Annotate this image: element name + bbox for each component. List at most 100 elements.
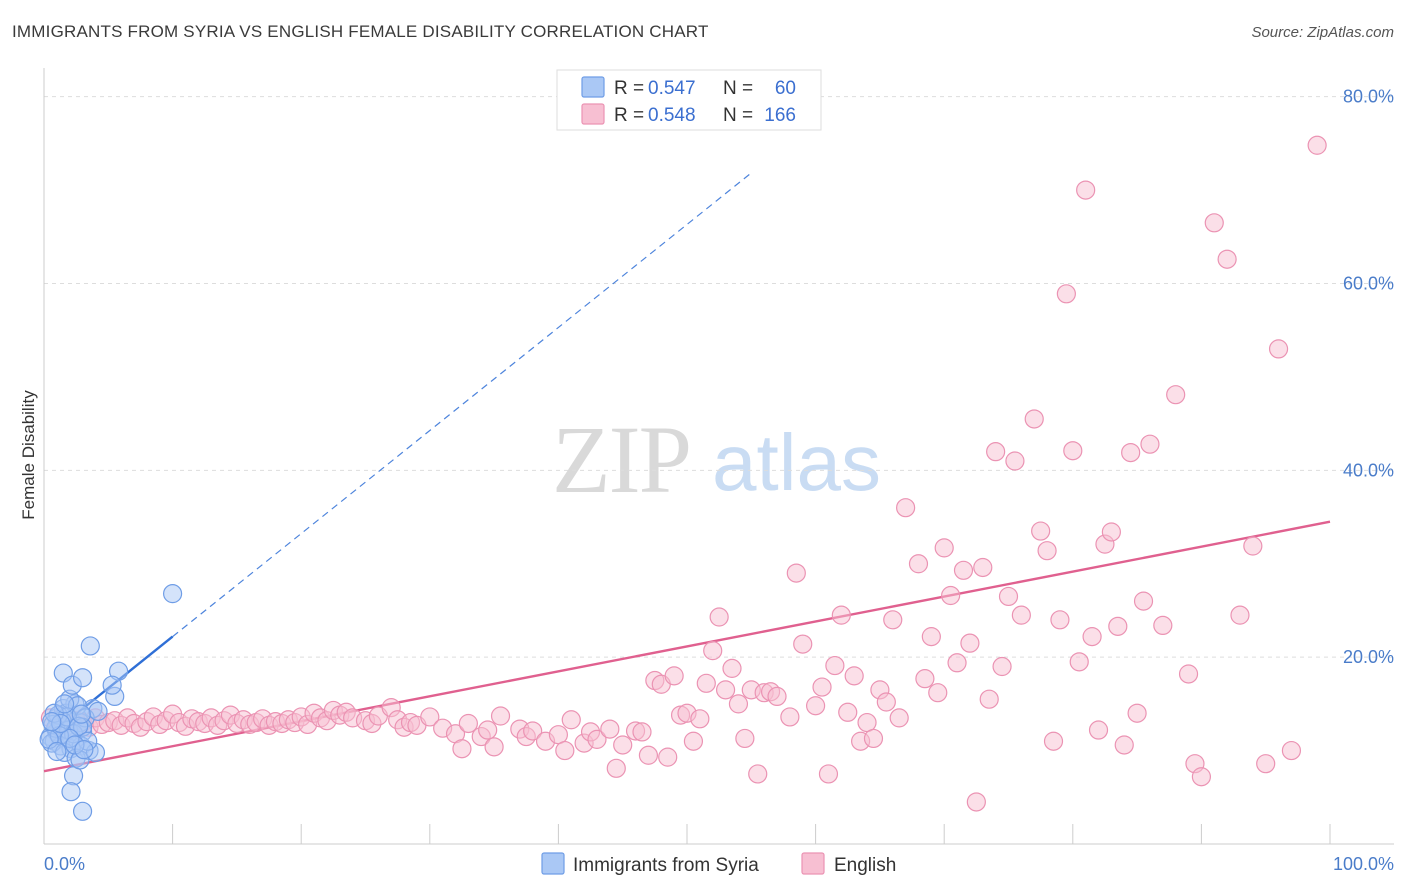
legend-n-label-syria: N = xyxy=(723,78,753,99)
english-point-121 xyxy=(921,627,941,647)
english-point-95 xyxy=(735,728,755,749)
english-point-90 xyxy=(703,641,723,661)
english-point-159 xyxy=(1191,767,1212,787)
english-point-108 xyxy=(831,605,851,625)
english-point-124 xyxy=(941,585,961,606)
english-point-161 xyxy=(1217,249,1237,269)
y-tick-label-80: 80.0% xyxy=(1343,87,1394,107)
english-point-92 xyxy=(715,680,736,700)
english-point-102 xyxy=(786,563,806,583)
english-point-113 xyxy=(863,728,884,749)
english-point-157 xyxy=(1178,664,1199,684)
english-point-110 xyxy=(844,666,864,686)
english-point-117 xyxy=(889,708,909,728)
english-point-60 xyxy=(458,713,478,734)
english-point-146 xyxy=(1088,720,1109,740)
bottom-legend-swatch-english xyxy=(801,852,825,875)
english-point-130 xyxy=(979,689,999,709)
syria-point-56 xyxy=(71,704,91,724)
english-point-76 xyxy=(606,758,626,778)
y-tick-labels: 20.0% 40.0% 60.0% 80.0% xyxy=(1343,87,1394,667)
english-point-59 xyxy=(452,739,472,759)
english-point-88 xyxy=(690,709,710,729)
english-point-67 xyxy=(523,721,543,741)
trend-line-syria-extension xyxy=(172,172,752,638)
english-point-64 xyxy=(490,706,511,726)
english-point-141 xyxy=(1056,284,1076,304)
english-point-133 xyxy=(998,586,1019,607)
english-point-162 xyxy=(1230,605,1250,625)
bottom-legend-swatch-syria xyxy=(541,852,565,875)
english-point-131 xyxy=(986,442,1006,462)
english-point-125 xyxy=(947,653,967,673)
english-point-138 xyxy=(1037,541,1057,561)
legend-swatch-english xyxy=(581,103,605,125)
syria-point-57 xyxy=(42,712,62,732)
y-tick-label-60: 60.0% xyxy=(1343,274,1394,294)
english-point-84 xyxy=(664,666,684,686)
english-point-120 xyxy=(915,669,935,689)
legend-r-label-syria: R = xyxy=(614,78,644,99)
y-tick-label-20: 20.0% xyxy=(1343,647,1394,667)
english-point-128 xyxy=(966,792,986,812)
bottom-legend: Immigrants from Syria English xyxy=(541,852,896,876)
watermark-zip: ZIP xyxy=(552,406,690,513)
chart-title: IMMIGRANTS FROM SYRIA VS ENGLISH FEMALE … xyxy=(12,22,709,41)
english-point-62 xyxy=(478,720,498,740)
english-point-127 xyxy=(960,633,980,653)
english-point-148 xyxy=(1101,522,1121,542)
english-point-137 xyxy=(1031,521,1051,541)
syria-point-50 xyxy=(88,701,108,721)
english-point-153 xyxy=(1133,591,1154,611)
english-point-103 xyxy=(793,634,813,654)
english-point-122 xyxy=(928,683,948,703)
english-point-107 xyxy=(825,655,845,676)
english-point-101 xyxy=(780,707,800,727)
english-point-109 xyxy=(838,702,858,722)
english-point-94 xyxy=(728,694,749,714)
legend-r-value-syria: 0.547 xyxy=(648,78,696,99)
english-point-129 xyxy=(973,557,993,578)
english-point-126 xyxy=(953,560,974,580)
english-point-150 xyxy=(1114,735,1134,755)
english-point-149 xyxy=(1108,616,1128,636)
syria-point-59 xyxy=(72,801,93,821)
english-point-116 xyxy=(883,610,903,630)
trend-line-english xyxy=(43,520,1331,773)
watermark-atlas: atlas xyxy=(712,418,881,507)
english-point-97 xyxy=(748,764,768,784)
legend-r-value-english: 0.548 xyxy=(648,105,696,126)
english-point-56 xyxy=(420,707,440,727)
english-point-151 xyxy=(1121,442,1141,463)
english-point-80 xyxy=(638,745,659,765)
y-axis-title: Female Disability xyxy=(19,390,38,520)
source-credit: Source: ZipAtlas.com xyxy=(1251,24,1394,41)
legend-n-value-syria: 60 xyxy=(775,78,796,99)
english-point-118 xyxy=(896,498,916,518)
syria-point-36 xyxy=(61,782,81,802)
english-point-163 xyxy=(1243,536,1263,556)
english-point-132 xyxy=(992,656,1012,677)
y-tick-label-40: 40.0% xyxy=(1343,460,1394,480)
english-point-140 xyxy=(1050,610,1070,630)
english-point-165 xyxy=(1268,339,1289,359)
english-point-166 xyxy=(1281,740,1302,761)
syria-point-52 xyxy=(54,694,75,714)
english-point-144 xyxy=(1076,180,1096,200)
english-point-134 xyxy=(1005,451,1025,471)
bottom-legend-label-syria: Immigrants from Syria xyxy=(573,855,759,876)
watermark: ZIP atlas xyxy=(552,406,881,513)
legend-r-label-english: R = xyxy=(614,105,644,126)
syria-point-34 xyxy=(72,668,93,688)
english-point-164 xyxy=(1256,754,1276,774)
english-point-156 xyxy=(1166,385,1186,405)
english-point-77 xyxy=(613,735,633,755)
english-point-89 xyxy=(696,673,716,693)
english-point-135 xyxy=(1011,605,1031,625)
x-tick-label-max: 100.0% xyxy=(1333,854,1394,874)
english-point-75 xyxy=(600,719,620,739)
english-point-83 xyxy=(658,747,678,767)
syria-point-48 xyxy=(47,741,67,762)
english-point-106 xyxy=(818,764,839,784)
